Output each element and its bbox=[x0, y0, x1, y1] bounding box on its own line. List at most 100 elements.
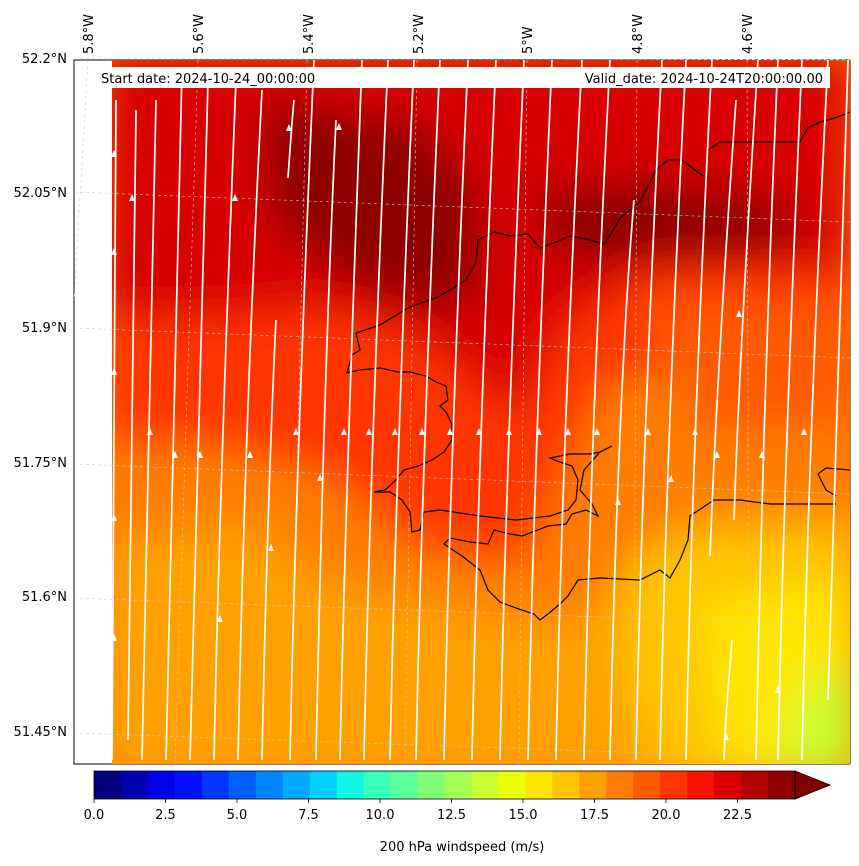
streamline bbox=[165, 69, 183, 761]
flow-arrow bbox=[366, 428, 372, 435]
lon-label: 5.4°W bbox=[302, 14, 317, 54]
flow-arrow bbox=[476, 428, 482, 435]
colorbar-step bbox=[579, 771, 607, 799]
streamline bbox=[733, 60, 759, 521]
colorbar-tick-label: 10.0 bbox=[366, 808, 395, 823]
flow-arrow bbox=[801, 428, 807, 435]
colorbar-tick-label: 5.0 bbox=[227, 808, 248, 823]
streamline bbox=[289, 60, 315, 761]
streamline bbox=[609, 199, 635, 761]
streamline bbox=[389, 60, 415, 761]
flow-arrow bbox=[111, 150, 117, 157]
streamline bbox=[635, 60, 663, 761]
lat-label: 52.2°N bbox=[22, 52, 67, 67]
colorbar-step bbox=[390, 771, 419, 799]
streamline bbox=[443, 60, 469, 761]
colorbar-step bbox=[282, 771, 311, 799]
flow-arrow bbox=[775, 686, 781, 693]
streamline bbox=[583, 60, 611, 761]
colorbar-label: 200 hPa windspeed (m/s) bbox=[380, 840, 545, 855]
flow-arrow bbox=[317, 474, 323, 481]
streamline bbox=[499, 60, 525, 761]
streamline bbox=[213, 79, 237, 761]
colorbar-step bbox=[768, 771, 796, 799]
colorbar-ticks: 0.0 2.5 5.0 7.5 10.0 12.5 15.0 17.5 20.0 22.5 bbox=[84, 799, 752, 823]
streamline bbox=[141, 99, 157, 761]
colorbar-step bbox=[525, 771, 553, 799]
flow-arrow bbox=[129, 194, 135, 201]
lat-label: 51.75°N bbox=[14, 456, 67, 471]
flow-arrow bbox=[293, 428, 299, 435]
flow-arrow bbox=[723, 733, 729, 740]
streamline bbox=[659, 60, 687, 761]
flow-arrow bbox=[668, 475, 674, 482]
streamline bbox=[363, 60, 389, 761]
coastline-north bbox=[346, 159, 704, 373]
colorbar-tick-label: 17.5 bbox=[580, 808, 609, 823]
colorbar-steps bbox=[94, 771, 796, 799]
field-core-west bbox=[260, 100, 480, 310]
colorbar-step bbox=[147, 771, 176, 799]
colorbar-step bbox=[174, 771, 203, 799]
flow-arrow bbox=[692, 428, 698, 435]
lon-label: 5.6°W bbox=[192, 14, 207, 54]
flow-arrow bbox=[419, 428, 425, 435]
flow-arrow bbox=[286, 124, 292, 131]
flow-arrow bbox=[111, 634, 117, 641]
flow-arrow bbox=[111, 248, 117, 255]
colorbar-step bbox=[336, 771, 365, 799]
colorbar-step bbox=[606, 771, 634, 799]
streamline bbox=[112, 99, 117, 761]
colorbar-step bbox=[633, 771, 661, 799]
flow-arrow bbox=[759, 451, 765, 458]
flow-arrow bbox=[247, 451, 253, 458]
lon-label: 4.8°W bbox=[631, 14, 646, 54]
colorbar-step bbox=[94, 771, 122, 799]
streamline bbox=[339, 60, 363, 761]
graticule bbox=[73, 57, 851, 765]
colorbar-step bbox=[417, 771, 446, 799]
streamline bbox=[471, 60, 497, 761]
coastline-bay bbox=[345, 367, 836, 621]
colorbar-step bbox=[660, 771, 688, 799]
coastline-east bbox=[817, 467, 850, 497]
colorbar-step bbox=[714, 771, 742, 799]
longitude-labels: 5.8°W 5.6°W 5.4°W 5.2°W 5°W 4.8°W 4.6°W bbox=[82, 14, 756, 54]
colorbar-step bbox=[201, 771, 230, 799]
streamline bbox=[261, 319, 277, 761]
streamline bbox=[709, 99, 737, 557]
flow-arrow bbox=[506, 428, 512, 435]
lat-label: 51.45°N bbox=[14, 725, 67, 740]
colorbar-tick-label: 15.0 bbox=[509, 808, 538, 823]
windspeed-field bbox=[112, 60, 850, 764]
streamline bbox=[127, 109, 137, 741]
streamline bbox=[237, 89, 263, 761]
flow-arrow bbox=[111, 368, 117, 375]
lon-label: 5°W bbox=[521, 26, 536, 54]
streamline bbox=[685, 60, 713, 761]
colorbar-step bbox=[228, 771, 257, 799]
streamline bbox=[723, 639, 733, 761]
colorbar-tick-label: 2.5 bbox=[155, 808, 176, 823]
colorbar-tick-label: 22.5 bbox=[723, 808, 752, 823]
colorbar-step bbox=[471, 771, 500, 799]
flow-arrow bbox=[336, 123, 342, 130]
flow-arrow bbox=[147, 428, 153, 435]
lon-label: 4.6°W bbox=[741, 14, 756, 54]
lat-label: 51.9°N bbox=[22, 321, 67, 336]
colorbar-step bbox=[309, 771, 338, 799]
streamline bbox=[755, 60, 779, 761]
flow-arrow bbox=[615, 498, 621, 505]
flow-arrow bbox=[645, 428, 651, 435]
streamline bbox=[555, 60, 583, 761]
colorbar: 0.0 2.5 5.0 7.5 10.0 12.5 15.0 17.5 20.0 22.5 200… bbox=[84, 770, 832, 855]
start-date-label: Start date: 2024-10-24_00:00:00 bbox=[101, 72, 315, 87]
colorbar-outline bbox=[93, 770, 796, 800]
latitude-labels: 52.2°N 52.05°N 51.9°N 51.75°N 51.6°N 51.… bbox=[14, 52, 67, 740]
flow-arrow bbox=[341, 428, 347, 435]
field-orange-east bbox=[640, 300, 850, 430]
flow-arrow bbox=[232, 194, 238, 201]
streamline bbox=[315, 119, 337, 761]
colorbar-step bbox=[498, 771, 526, 799]
